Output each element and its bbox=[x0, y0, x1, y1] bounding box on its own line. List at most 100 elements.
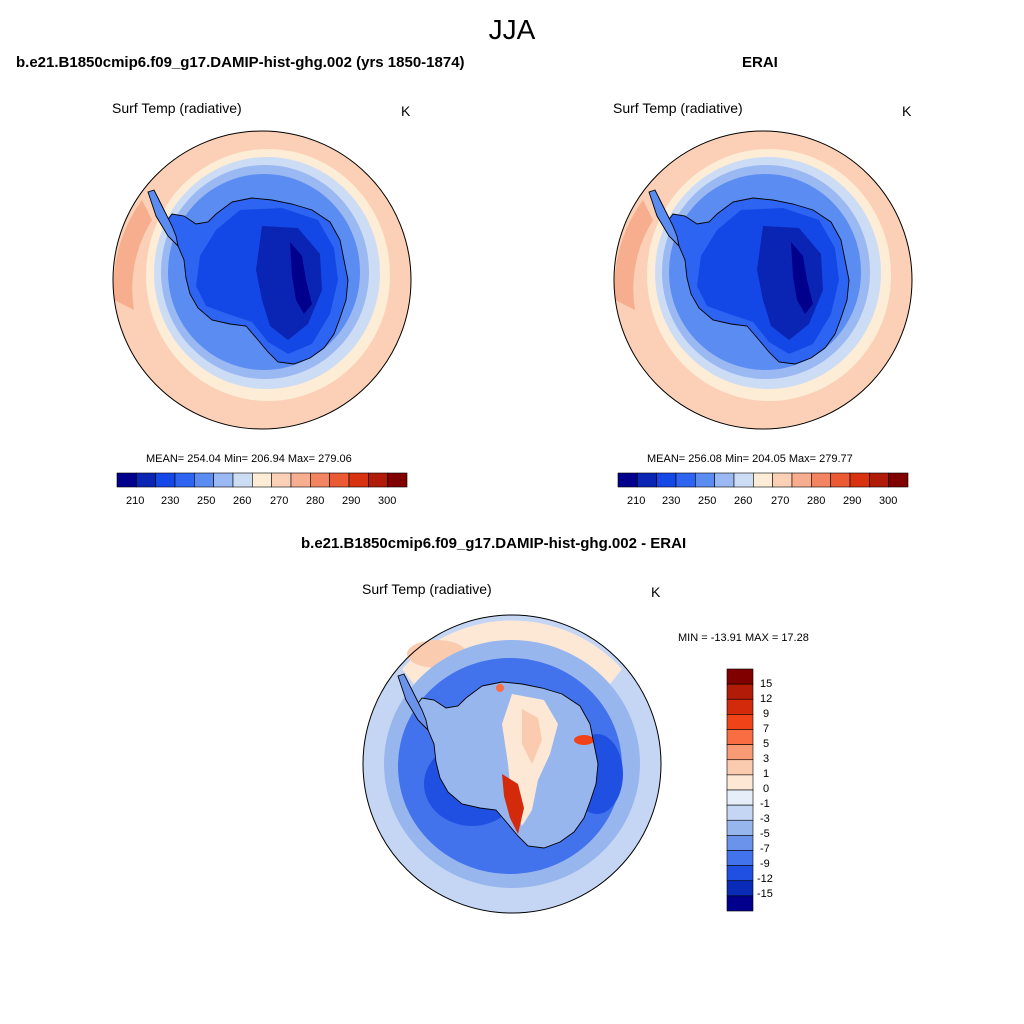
colorbar-swatch bbox=[232, 472, 253, 488]
colorbar-swatch bbox=[675, 472, 696, 488]
colorbar-swatch bbox=[368, 472, 388, 488]
colorbar-swatch bbox=[726, 683, 754, 700]
colorbar-swatch bbox=[726, 744, 754, 761]
colorbar-swatch bbox=[329, 472, 350, 488]
panel3-tick: 15 bbox=[760, 678, 773, 690]
panel1-tick: 210 bbox=[126, 495, 145, 507]
colorbar-swatch bbox=[888, 472, 909, 488]
panel3-title: b.e21.B1850cmip6.f09_g17.DAMIP-hist-ghg.… bbox=[301, 535, 687, 552]
colorbar-swatch bbox=[726, 865, 754, 882]
colorbar-swatch bbox=[869, 472, 889, 488]
colorbar-swatch bbox=[252, 472, 272, 488]
panel3-tick: -9 bbox=[760, 858, 770, 870]
warm-anomaly-band bbox=[402, 620, 622, 694]
panel1-variable-label: Surf Temp (radiative) bbox=[112, 100, 242, 116]
colorbar-swatch bbox=[726, 819, 754, 836]
panel3-units-label: K bbox=[651, 584, 661, 600]
colorbar-swatch bbox=[348, 472, 369, 488]
colorbar-swatch bbox=[733, 472, 754, 488]
panel1-tick: 290 bbox=[342, 495, 361, 507]
coastline bbox=[415, 681, 599, 849]
map-boundary bbox=[112, 130, 412, 430]
coastline bbox=[165, 197, 349, 365]
colorbar-swatch bbox=[811, 472, 831, 488]
hot-anomaly-spot bbox=[574, 735, 594, 745]
hot-anomaly-spot bbox=[496, 684, 504, 692]
colorbar-swatch bbox=[617, 472, 638, 488]
colorbar-swatch bbox=[290, 472, 311, 488]
coastline bbox=[666, 197, 850, 365]
panel3-polar-map bbox=[362, 614, 662, 914]
warm-ocean-band bbox=[113, 200, 152, 310]
panel3-stats: MIN = -13.91 MAX = 17.28 bbox=[678, 632, 809, 644]
antarctic-peninsula bbox=[648, 189, 680, 248]
panel1-title: b.e21.B1850cmip6.f09_g17.DAMIP-hist-ghg.… bbox=[16, 54, 465, 71]
colorbar-swatch bbox=[271, 472, 292, 488]
colorbar-swatch bbox=[830, 472, 851, 488]
colorbar-swatch bbox=[656, 472, 677, 488]
panel2-tick: 290 bbox=[843, 495, 862, 507]
warm-ocean-band bbox=[838, 280, 909, 400]
colorbar-swatch bbox=[714, 472, 735, 488]
colorbar-swatch bbox=[726, 789, 754, 806]
panel2-polar-map bbox=[613, 130, 913, 430]
panel1-colorbar bbox=[116, 472, 408, 488]
colorbar-swatch bbox=[695, 472, 715, 488]
colorbar-swatch bbox=[772, 472, 793, 488]
colorbar-swatch bbox=[726, 714, 754, 730]
panel3-tick: -3 bbox=[760, 813, 770, 825]
warm-ocean-band bbox=[337, 280, 408, 400]
panel1-tick: 280 bbox=[306, 495, 325, 507]
colorbar-swatch bbox=[726, 880, 754, 897]
colorbar-swatch bbox=[136, 472, 156, 488]
panel2-variable-label: Surf Temp (radiative) bbox=[613, 100, 743, 116]
panel3-tick: -5 bbox=[760, 828, 770, 840]
panel3-tick: -12 bbox=[757, 873, 773, 885]
colorbar-swatch bbox=[726, 774, 754, 791]
panel1-units-label: K bbox=[401, 103, 411, 119]
colorbar-swatch bbox=[726, 698, 754, 715]
panel1-tick: 300 bbox=[378, 495, 397, 507]
panel1-tick: 270 bbox=[270, 495, 289, 507]
panel3-tick: 7 bbox=[763, 723, 770, 735]
panel3-tick: 3 bbox=[763, 753, 770, 765]
panel1-tick: 250 bbox=[197, 495, 216, 507]
colorbar-swatch bbox=[849, 472, 870, 488]
page-title: JJA bbox=[488, 14, 536, 45]
colorbar-swatch bbox=[387, 472, 408, 488]
colorbar-swatch bbox=[791, 472, 812, 488]
colorbar-swatch bbox=[116, 472, 137, 488]
colorbar-swatch bbox=[194, 472, 214, 488]
colorbar-swatch bbox=[753, 472, 773, 488]
panel3-tick: 9 bbox=[763, 708, 770, 720]
panel2-stats: MEAN= 256.08 Min= 204.05 Max= 279.77 bbox=[647, 453, 853, 465]
panel2-tick: 280 bbox=[807, 495, 826, 507]
panel3-tick: 1 bbox=[763, 768, 770, 780]
panel3-tick: -1 bbox=[760, 798, 770, 810]
panel1-stats: MEAN= 254.04 Min= 206.94 Max= 279.06 bbox=[146, 453, 352, 465]
panel3-tick: 12 bbox=[760, 693, 773, 705]
panel3-variable-label: Surf Temp (radiative) bbox=[362, 581, 492, 597]
colorbar-swatch bbox=[726, 759, 754, 776]
map-boundary bbox=[362, 614, 662, 914]
panel2-title: ERAI bbox=[742, 54, 778, 71]
warm-ocean-band bbox=[614, 200, 653, 310]
panel2-units-label: K bbox=[902, 103, 912, 119]
panel2-tick: 270 bbox=[771, 495, 790, 507]
panel1-tick: 260 bbox=[233, 495, 252, 507]
panel3-tick: 5 bbox=[763, 738, 770, 750]
panel3-tick: -7 bbox=[760, 843, 770, 855]
hot-anomaly-spot bbox=[502, 774, 524, 834]
colorbar-swatch bbox=[310, 472, 330, 488]
panel2-tick: 210 bbox=[627, 495, 646, 507]
colorbar-swatch bbox=[213, 472, 234, 488]
panel2-tick: 230 bbox=[662, 495, 681, 507]
colorbar-swatch bbox=[726, 850, 754, 866]
panel1-polar-map bbox=[112, 130, 412, 430]
panel3-colorbar bbox=[726, 668, 754, 912]
panel2-colorbar bbox=[617, 472, 909, 488]
colorbar-swatch bbox=[726, 895, 754, 912]
colorbar-swatch bbox=[726, 804, 754, 821]
panel3-tick: 0 bbox=[763, 783, 770, 795]
panel1-tick: 230 bbox=[161, 495, 180, 507]
